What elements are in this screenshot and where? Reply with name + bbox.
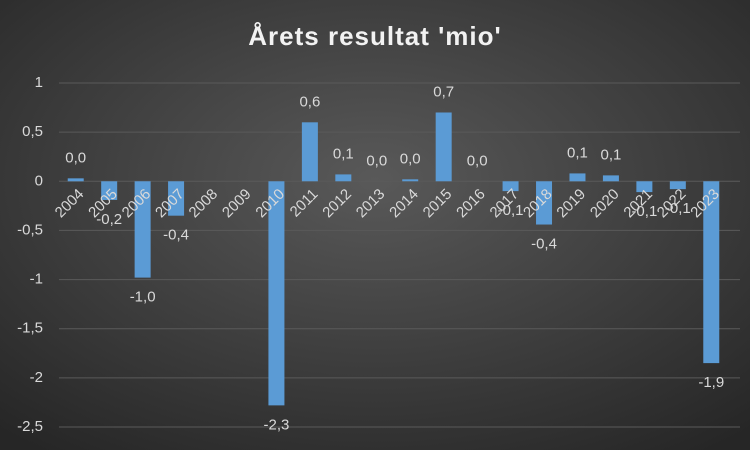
data-label: -1,9 [698,374,724,391]
bar [268,181,285,406]
bar [335,174,352,182]
data-label: -0,2 [96,211,122,228]
chart-title: Årets resultat 'mio' [248,21,501,51]
bar [301,122,318,182]
bar [569,173,586,182]
data-label: -0,1 [498,202,524,219]
data-label: -0,4 [531,236,557,253]
plot-area: 1 0,5 0 -0,5 -1 -1,5 -2 -2,5 0,0 -0,2 -1,0 -0,4 -2,3… [17,74,740,435]
data-label: 0,0 [366,152,387,169]
bar [67,178,84,182]
y-tick-label: 1 [35,74,43,91]
bar [636,181,653,193]
y-tick-label: -1 [30,271,43,288]
bar [168,181,185,216]
data-label: -0,1 [665,200,691,217]
bar [134,181,151,278]
bar [101,181,118,200]
y-tick-label: -1,5 [17,320,43,337]
bar [669,181,686,190]
y-tick-label: -2 [30,369,43,386]
data-label: 0,1 [600,146,621,163]
bar [502,181,519,192]
bar [703,181,720,364]
data-label: 0,1 [333,145,354,162]
data-label: 0,0 [400,150,421,167]
data-label: -0,4 [163,227,189,244]
data-label: 0,0 [467,152,488,169]
data-label: -1,0 [130,289,156,306]
y-tick-label: 0,5 [22,123,43,140]
data-label: 0,6 [299,93,320,110]
bar [602,175,619,182]
y-tick-label: -0,5 [17,221,43,238]
y-tick-label: -2,5 [17,418,43,435]
data-label: -2,3 [263,416,289,433]
bar [536,181,553,225]
data-label: 0,1 [567,144,588,161]
bar [402,179,419,182]
data-label: -0,1 [631,203,657,220]
data-label: 0,7 [433,83,454,100]
bar [435,112,452,182]
data-label: 0,0 [65,149,86,166]
y-tick-label: 0 [35,172,43,189]
